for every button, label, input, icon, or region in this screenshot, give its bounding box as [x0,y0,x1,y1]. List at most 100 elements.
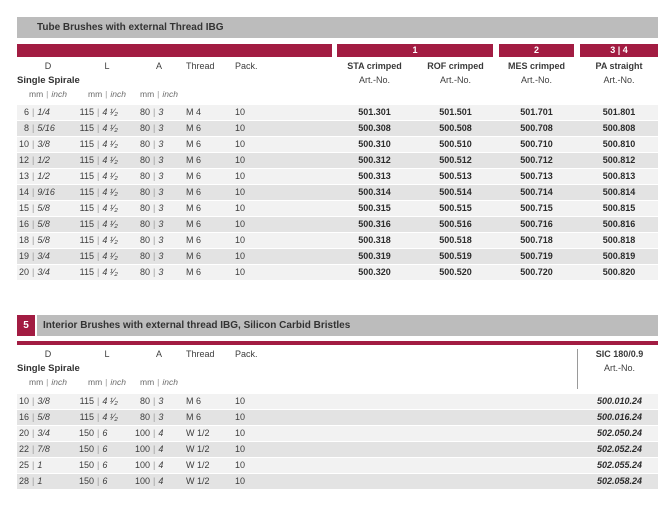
dim-a: 80 | 3 [139,171,164,181]
dim-a: 80 | 3 [139,139,164,149]
col-header-pack: Pack. [235,349,258,359]
table-body: 10 | 3/8 115 | 4 ¹⁄₂ 80 | 3 M 6 10 500.010.24 … [17,394,658,490]
article-number: 501.301 [358,107,391,117]
artno-label: Art.-No. [358,75,390,85]
pack-quantity: 10 [235,396,246,406]
article-number: 500.719 [520,251,553,261]
dim-a: 80 | 3 [139,219,164,229]
article-number: 500.712 [520,155,553,165]
thread-size: M 6 [186,412,202,422]
pack-quantity: 10 [235,123,246,133]
dim-d: 6 | 1/4 [23,107,50,117]
dim-d: 8 | 5/16 [23,123,55,133]
table-row: 25 | 1 150 | 6 100 | 4 W 1/2 10 502.055.24 [17,458,658,474]
group-bar-1: 1 [337,44,493,57]
dim-l: 150 | 6 [79,444,108,454]
article-number: 500.016.24 [596,412,643,422]
thread-size: M 6 [186,123,202,133]
column-divider-line [577,349,578,389]
article-number: 500.512 [439,155,472,165]
col-header-d: D [44,349,52,359]
dim-a: 80 | 3 [139,155,164,165]
article-numbers: 500.318 500.518 500.718 500.818 [332,233,658,248]
article-numbers: 500.313 500.513 500.713 500.813 [332,169,658,184]
article-number: 500.714 [520,187,553,197]
pack-quantity: 10 [235,267,246,277]
dim-a: 80 | 3 [139,267,164,277]
article-number: 500.308 [358,123,391,133]
col-header-a: A [155,349,162,359]
dim-d: 19 | 3/4 [18,251,50,261]
article-numbers: 500.010.24 [577,394,658,409]
table-row: 8 | 5/16 115 | 4 ¹⁄₂ 80 | 3 M 6 10 500.308 500.… [17,121,658,137]
variant-header-pa: PA straight [595,61,643,71]
dim-a: 80 | 3 [139,235,164,245]
table-row: 18 | 5/8 115 | 4 ¹⁄₂ 80 | 3 M 6 10 500.318 500.… [17,233,658,249]
table-row: 14 | 9/16 115 | 4 ¹⁄₂ 80 | 3 M 6 10 500.314 500… [17,185,658,201]
unit-label-d: mm | inch [29,377,67,387]
thread-size: M 6 [186,267,202,277]
article-numbers: 502.050.24 [577,426,658,441]
dim-d: 16 | 5/8 [18,412,50,422]
article-number: 500.314 [358,187,391,197]
group-bar-3-4: 3 | 4 [580,44,658,57]
pack-quantity: 10 [235,155,246,165]
pack-quantity: 10 [235,235,246,245]
dim-l: 115 | 4 ¹⁄₂ [79,187,118,197]
column-header-row: D L A Thread Pack. STA crimped ROF crimp… [17,59,658,73]
thread-size: M 4 [186,107,202,117]
article-numbers: 500.314 500.514 500.714 500.814 [332,185,658,200]
unit-label-d: mm | inch [29,89,67,99]
thread-size: M 6 [186,235,202,245]
variant-header-sta: STA crimped [347,61,402,71]
dim-a: 80 | 3 [139,107,164,117]
dim-a: 80 | 3 [139,187,164,197]
pack-quantity: 10 [235,187,246,197]
section-title-bar: Tube Brushes with external Thread IBG [17,17,658,38]
article-number: 500.313 [358,171,391,181]
unit-label-l: mm | inch [88,377,126,387]
col-header-l: L [104,61,110,71]
pack-quantity: 10 [235,171,246,181]
article-number: 500.320 [358,267,391,277]
table-row: 19 | 3/4 115 | 4 ¹⁄₂ 80 | 3 M 6 10 500.319 500.… [17,249,658,265]
article-number: 500.516 [439,219,472,229]
article-numbers: 502.058.24 [577,474,658,489]
article-number: 500.813 [602,171,636,181]
dim-a: 80 | 3 [139,412,164,422]
variant-header-rof: ROF crimped [427,61,484,71]
units-row: mm | inch mm | inch mm | inch [17,376,658,389]
article-number: 500.814 [602,187,636,197]
article-number: 500.720 [520,267,553,277]
article-number: 500.520 [439,267,472,277]
subtitle-row: Single Spirale Art.-No. Art.-No. Art.-No… [17,73,658,88]
article-numbers: 500.312 500.512 500.712 500.812 [332,153,658,168]
artno-label: Art.-No. [603,75,635,85]
table-row: 10 | 3/8 115 | 4 ¹⁄₂ 80 | 3 M 6 10 500.310 500.… [17,137,658,153]
article-number: 501.801 [602,107,636,117]
thread-size: M 6 [186,187,202,197]
unit-label-l: mm | inch [88,89,126,99]
group-bar-spacer [17,44,332,57]
dim-d: 25 | 1 [18,460,43,470]
dim-d: 10 | 3/8 [18,396,50,406]
table-row: 20 | 3/4 150 | 6 100 | 4 W 1/2 10 502.050.24 [17,426,658,442]
dim-d: 15 | 5/8 [18,203,50,213]
thread-size: M 6 [186,396,202,406]
article-numbers: 500.319 500.519 500.719 500.819 [332,249,658,264]
article-numbers: 500.315 500.515 500.715 500.815 [332,201,658,216]
col-header-thread: Thread [186,61,215,71]
subtitle-single-spirale: Single Spirale [17,363,80,374]
table-row: 16 | 5/8 115 | 4 ¹⁄₂ 80 | 3 M 6 10 500.016.24 [17,410,658,426]
table-row: 15 | 5/8 115 | 4 ¹⁄₂ 80 | 3 M 6 10 500.315 500.… [17,201,658,217]
dim-a: 100 | 4 [135,428,164,438]
thread-size: W 1/2 [186,444,210,454]
pack-quantity: 10 [235,251,246,261]
page-content: Tube Brushes with external Thread IBG 1 … [17,17,658,490]
dim-d: 28 | 1 [18,476,43,486]
table-row: 13 | 1/2 115 | 4 ¹⁄₂ 80 | 3 M 6 10 500.313 500.… [17,169,658,185]
article-number: 502.052.24 [596,444,643,454]
red-rule [17,341,658,345]
table-row: 10 | 3/8 115 | 4 ¹⁄₂ 80 | 3 M 6 10 500.010.24 [17,394,658,410]
article-numbers: 500.016.24 [577,410,658,425]
